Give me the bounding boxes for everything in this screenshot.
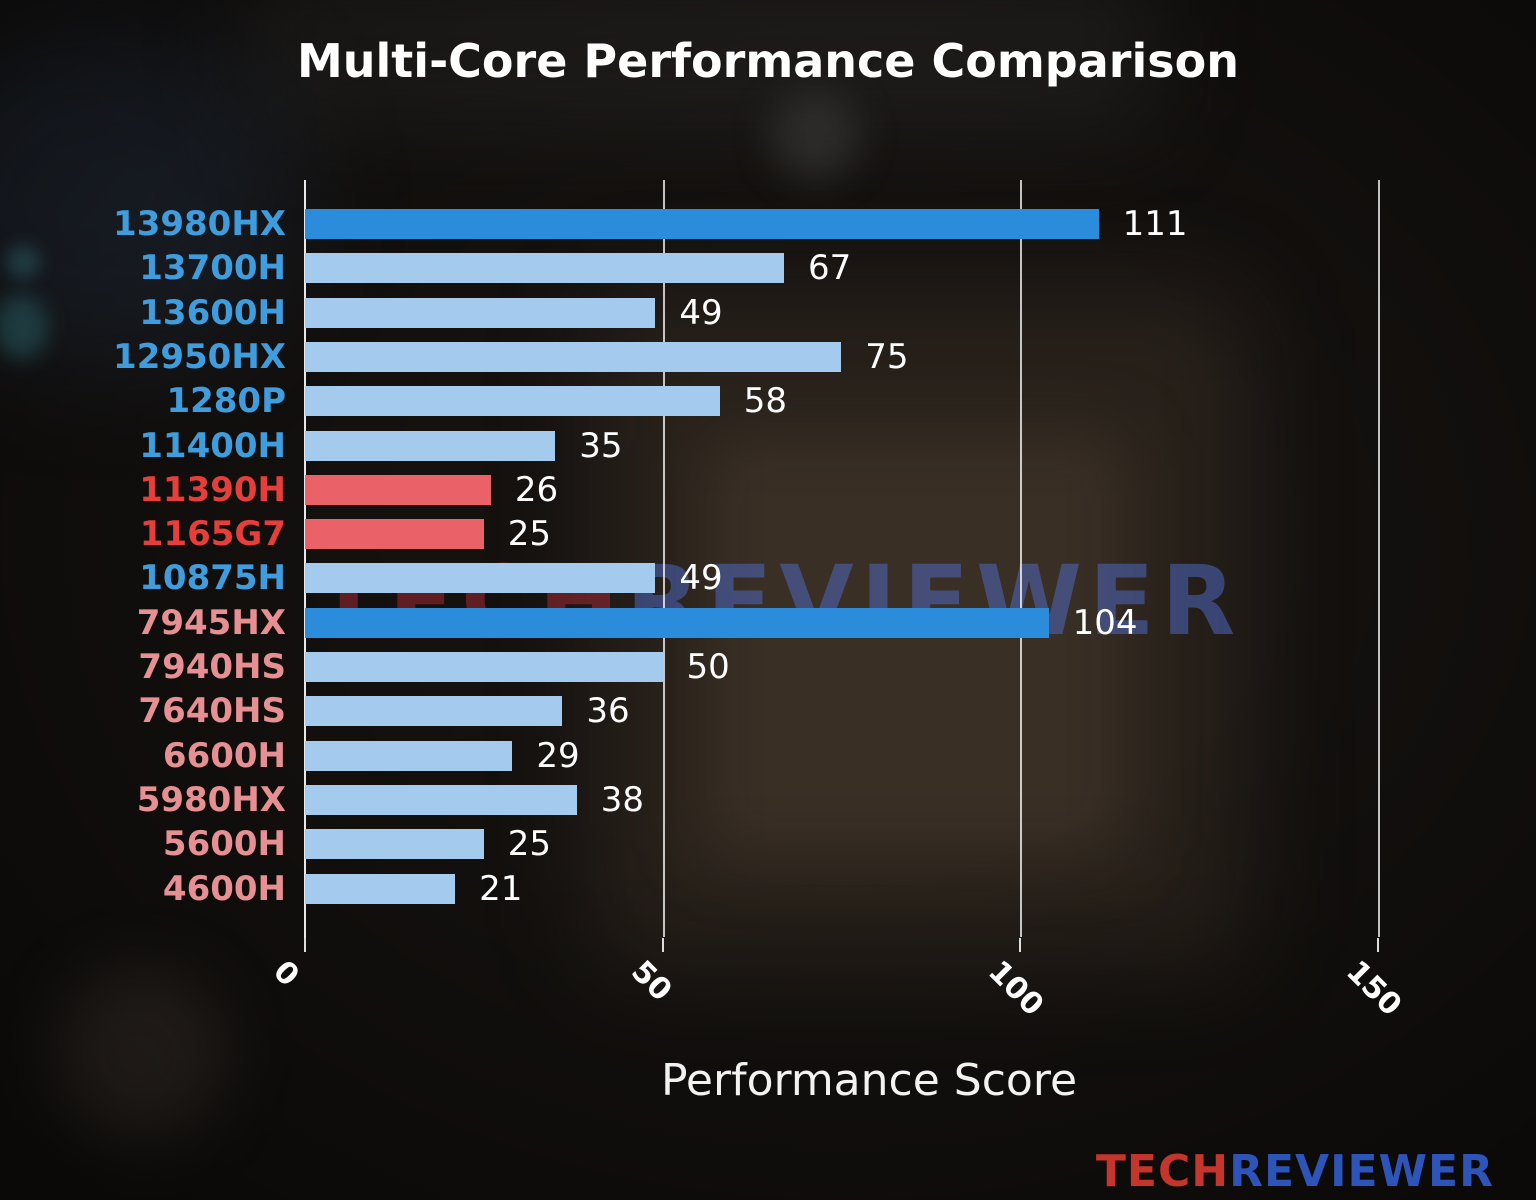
bar-11400H (305, 430, 556, 461)
x-tick-mark-100 (1019, 938, 1021, 952)
bar-value-7945HX: 104 (1072, 602, 1138, 643)
bar-5980HX (305, 784, 577, 815)
bar-11390H (305, 474, 491, 505)
bar-value-5600H: 25 (507, 824, 552, 865)
bar-value-5980HX: 38 (600, 779, 644, 820)
bar-value-13700H: 67 (808, 248, 852, 289)
bar-value-11390H: 26 (514, 469, 559, 510)
gridline-x-100 (1020, 180, 1022, 937)
bar-13980HX (305, 209, 1099, 239)
category-label-7945HX: 7945HX (136, 602, 286, 643)
bar-13700H (305, 253, 785, 284)
x-tick-label-0: 0 (266, 954, 306, 994)
category-label-1165G7: 1165G7 (139, 514, 286, 555)
bar-row-12950HX: 75 (305, 336, 909, 377)
category-label-1280P: 1280P (166, 381, 286, 422)
bar-row-5980HX: 38 (305, 779, 644, 820)
bar-row-1280P: 58 (305, 381, 787, 422)
gridline-x-50 (662, 180, 665, 937)
bar-row-1165G7: 25 (305, 514, 552, 555)
category-label-7640HS: 7640HS (138, 691, 286, 732)
bar-6600H (305, 740, 513, 771)
bar-row-11400H: 35 (305, 425, 623, 466)
bar-row-7640HS: 36 (305, 691, 630, 732)
category-label-11400H: 11400H (139, 425, 286, 466)
brand-logo: TECHREVIEWER (1096, 1146, 1494, 1197)
bar-row-7940HS: 50 (305, 647, 730, 687)
bar-row-13700H: 67 (305, 248, 852, 289)
x-tick-mark-0 (304, 938, 306, 952)
category-label-13700H: 13700H (139, 248, 286, 289)
bar-value-13600H: 49 (679, 292, 723, 333)
bar-row-10875H: 49 (305, 558, 723, 599)
bar-value-10875H: 49 (679, 558, 723, 599)
bar-value-7640HS: 36 (586, 691, 630, 732)
bar-1280P (305, 386, 720, 417)
x-tick-label-50: 50 (623, 954, 679, 1009)
background-knob-shape (770, 90, 860, 180)
chart-title: Multi-Core Performance Comparison (297, 34, 1239, 88)
category-label-13980HX: 13980HX (113, 204, 286, 244)
bar-value-12950HX: 75 (865, 336, 909, 377)
bar-1165G7 (305, 519, 484, 550)
bar-row-4600H: 21 (305, 868, 523, 909)
bar-value-1165G7: 25 (507, 514, 552, 555)
category-label-5980HX: 5980HX (136, 779, 286, 820)
background-screw-shape (55, 970, 225, 1140)
brand-logo-tech: TECH (1095, 1146, 1230, 1197)
x-tick-mark-150 (1376, 938, 1379, 952)
bar-5600H (305, 829, 484, 860)
category-label-5600H: 5600H (162, 824, 286, 865)
bar-value-1280P: 58 (743, 381, 787, 422)
x-axis-label: Performance Score (660, 1055, 1078, 1106)
bar-7940HS (305, 652, 663, 682)
bar-row-13600H: 49 (305, 292, 723, 333)
brand-logo-reviewer: REVIEWER (1229, 1146, 1494, 1197)
x-tick-label-150: 150 (1338, 954, 1408, 1024)
category-label-13600H: 13600H (139, 292, 286, 333)
category-label-7940HS: 7940HS (138, 647, 286, 687)
bar-7945HX (305, 607, 1049, 638)
category-label-12950HX: 12950HX (113, 336, 286, 377)
category-label-6600H: 6600H (162, 735, 286, 776)
bar-7640HS (305, 696, 563, 727)
gridline-x-150 (1377, 180, 1380, 937)
bar-row-7945HX: 104 (305, 602, 1138, 643)
bar-row-11390H: 26 (305, 469, 559, 510)
bar-row-6600H: 29 (305, 735, 580, 776)
bar-4600H (305, 873, 456, 904)
category-label-4600H: 4600H (162, 868, 286, 909)
bar-value-13980HX: 111 (1122, 204, 1188, 244)
bar-13600H (305, 297, 656, 328)
bar-value-7940HS: 50 (686, 647, 730, 687)
bar-value-11400H: 35 (579, 425, 623, 466)
x-tick-label-100: 100 (981, 954, 1051, 1024)
bar-10875H (305, 563, 656, 594)
bar-row-5600H: 25 (305, 824, 552, 865)
x-tick-mark-50 (661, 938, 664, 952)
bar-12950HX (305, 341, 842, 372)
bar-value-6600H: 29 (536, 735, 580, 776)
bar-value-4600H: 21 (479, 868, 523, 909)
category-label-11390H: 11390H (139, 469, 286, 510)
category-label-10875H: 10875H (139, 558, 286, 599)
plot-area: 111 67 49 75 58 35 26 25 49 104 50 36 29 38 25 21 (305, 180, 1433, 937)
bar-row-13980HX: 111 (305, 204, 1188, 244)
